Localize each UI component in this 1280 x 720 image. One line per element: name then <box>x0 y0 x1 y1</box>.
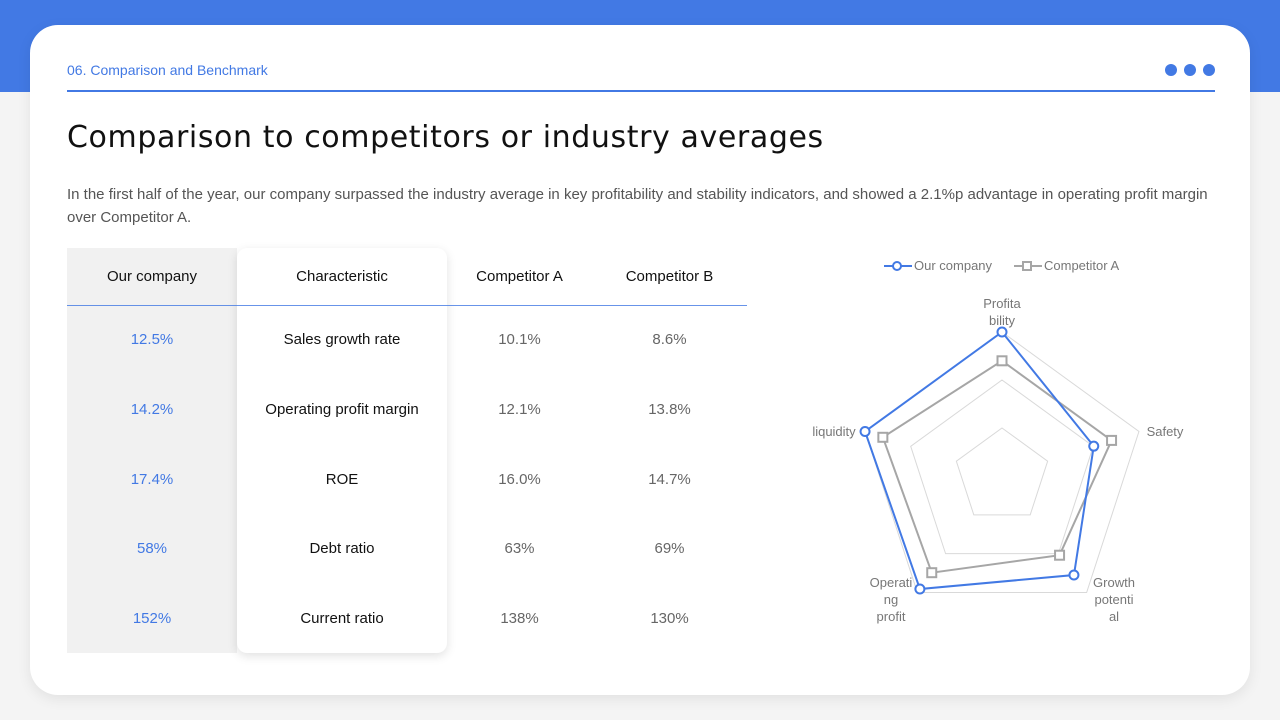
dot-icon <box>1165 64 1177 76</box>
cell-characteristic: Operating profit margin <box>265 401 419 418</box>
more-dots-icon[interactable] <box>1165 64 1215 76</box>
slide-card: 06. Comparison and Benchmark Comparison … <box>30 25 1250 695</box>
header-divider <box>67 90 1215 92</box>
cell-competitor-a: 16.0% <box>498 471 541 488</box>
dot-icon <box>1184 64 1196 76</box>
cell-our-company: 152% <box>132 610 172 627</box>
header-characteristic: Characteristic <box>296 268 388 285</box>
cell-characteristic: Sales growth rate <box>283 331 401 348</box>
table-row: 14.2% Operating profit margin 12.1% 13.8… <box>67 401 747 421</box>
cell-characteristic: ROE <box>325 471 359 488</box>
header-competitor-b: Competitor B <box>625 268 714 285</box>
table-header-divider <box>67 305 747 306</box>
cell-our-company: 17.4% <box>130 471 174 488</box>
table-row: 17.4% ROE 16.0% 14.7% <box>67 471 747 491</box>
cell-our-company: 14.2% <box>130 401 174 418</box>
cell-competitor-b: 13.8% <box>648 401 691 418</box>
cell-our-company: 58% <box>136 540 168 557</box>
header-our-company: Our company <box>106 268 198 285</box>
cell-our-company: 12.5% <box>130 331 174 348</box>
description: In the first half of the year, our compa… <box>67 186 1208 226</box>
cell-competitor-a: 138% <box>500 610 539 627</box>
characteristic-column-card <box>237 248 447 653</box>
table-row: 152% Current ratio 138% 130% <box>67 610 747 630</box>
page-title: Comparison to competitors or industry av… <box>67 120 824 155</box>
table-row: 58% Debt ratio 63% 69% <box>67 540 747 560</box>
cell-competitor-a: 63% <box>504 540 535 557</box>
cell-competitor-b: 130% <box>650 610 689 627</box>
cell-competitor-b: 14.7% <box>648 471 691 488</box>
cell-competitor-a: 12.1% <box>498 401 541 418</box>
cell-characteristic: Debt ratio <box>309 540 375 557</box>
table-header-row: Our company Characteristic Competitor A … <box>67 268 747 288</box>
cell-competitor-b: 69% <box>654 540 685 557</box>
comparison-table: Our company Characteristic Competitor A … <box>67 248 747 653</box>
cell-competitor-b: 8.6% <box>652 331 687 348</box>
cell-competitor-a: 10.1% <box>498 331 541 348</box>
header-competitor-a: Competitor A <box>476 268 563 285</box>
dot-icon <box>1203 64 1215 76</box>
section-label: 06. Comparison and Benchmark <box>67 62 268 78</box>
table-row: 12.5% Sales growth rate 10.1% 8.6% <box>67 331 747 351</box>
our-company-column-bg <box>67 248 237 653</box>
cell-characteristic: Current ratio <box>300 610 384 627</box>
